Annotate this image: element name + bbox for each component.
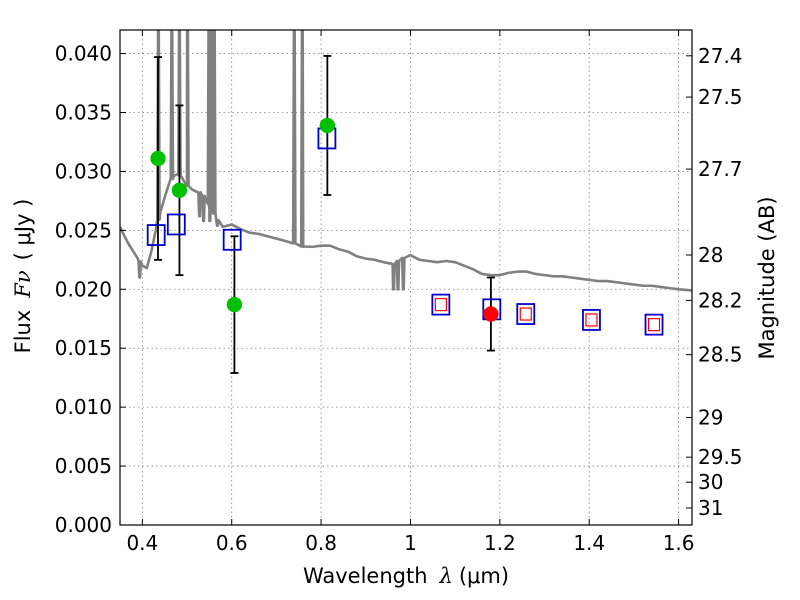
y2-tick-label: 28.2 xyxy=(698,288,743,312)
observed-point xyxy=(150,150,166,167)
y2-tick-label: 28 xyxy=(698,243,723,267)
y2-axis-label: Magnitude (AB) xyxy=(755,196,779,359)
model-photometry-square xyxy=(582,309,601,331)
x-tick-label: 1 xyxy=(404,531,417,555)
model-photometry-square xyxy=(431,293,451,316)
model-photometry-points xyxy=(146,127,664,336)
x-tick-label: 1.6 xyxy=(663,531,695,555)
y-tick-label: 0.030 xyxy=(55,159,112,183)
model-spectrum-line xyxy=(120,30,692,292)
x-tick-label: 1.2 xyxy=(484,531,516,555)
y2-tick-label: 27.5 xyxy=(698,85,743,109)
y-tick-label: 0.015 xyxy=(55,336,112,360)
plot-frame xyxy=(119,29,693,526)
model-photometry-square xyxy=(644,313,664,336)
model-photometry-square xyxy=(222,228,242,251)
y2-tick-label: 31 xyxy=(698,496,723,520)
y2-tick-label: 28.5 xyxy=(698,343,743,367)
nir-observed-square xyxy=(585,313,598,327)
y2-tick-label: 27.7 xyxy=(698,157,743,181)
model-photometry-square xyxy=(516,303,536,325)
observed-point xyxy=(319,117,336,134)
observed-point xyxy=(171,182,188,199)
grid xyxy=(120,30,692,525)
observed-point xyxy=(226,296,243,313)
x-tick-label: 0.6 xyxy=(216,531,248,555)
x-axis-ticks: 0.4 0.6 0.8 1 1.2 1.4 1.6 xyxy=(126,30,695,555)
y-tick-label: 0.035 xyxy=(55,101,112,125)
x-tick-label: 1.4 xyxy=(573,531,605,555)
y2-tick-label: 30 xyxy=(698,470,723,494)
model-photometry-square xyxy=(166,213,186,236)
model-spectrum xyxy=(120,30,692,292)
x-tick-label: 0.4 xyxy=(126,531,158,555)
y2-tick-label: 29 xyxy=(698,406,723,430)
observed-points xyxy=(150,117,499,322)
x-tick-label: 0.8 xyxy=(305,531,337,555)
x-axis-label: Wavelength λ (μm) xyxy=(303,564,509,588)
y-tick-label: 0.040 xyxy=(55,42,112,66)
nir-observed-square xyxy=(434,298,447,312)
y2-tick-label: 29.5 xyxy=(698,445,743,469)
y-tick-label: 0.020 xyxy=(55,277,112,301)
y2-tick-label: 27.4 xyxy=(698,44,743,68)
model-photometry-square xyxy=(146,224,166,246)
y-tick-label: 0.010 xyxy=(55,395,112,419)
nir-observed-square xyxy=(519,307,532,321)
y-tick-label: 0.000 xyxy=(55,513,112,537)
y-tick-label: 0.005 xyxy=(55,454,112,478)
y-tick-label: 0.025 xyxy=(55,218,112,242)
nir-observed-square xyxy=(647,318,661,332)
y-axis-label: FluxFν( μJy ) xyxy=(11,199,35,354)
observed-point xyxy=(483,306,499,322)
y-axis-ticks: 0.000 0.005 0.010 0.015 0.020 0.025 0.030 0.035… xyxy=(55,42,126,537)
